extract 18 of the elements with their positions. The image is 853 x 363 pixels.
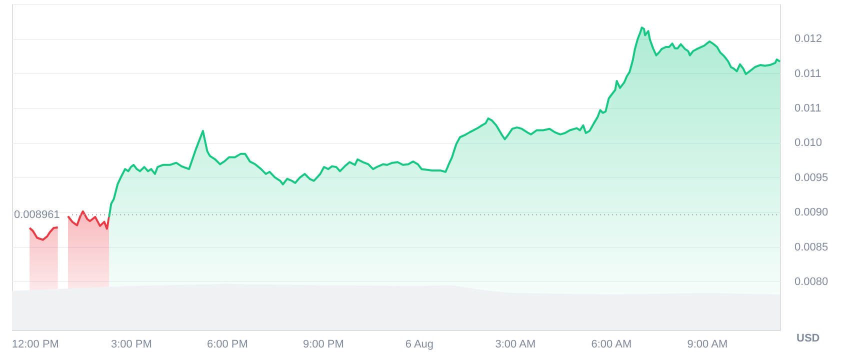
x-tick-label: 6:00 PM	[206, 338, 248, 350]
y-tick-label: 0.010	[794, 137, 822, 150]
y-tick-label: 0.011	[794, 102, 822, 115]
y-tick-label: 0.011	[794, 68, 822, 80]
y-tick-label: 0.0090	[794, 206, 828, 219]
ref-line-label: 0.008961	[14, 208, 60, 221]
x-tick-label: 3:00 PM	[110, 338, 152, 350]
y-tick-label: 0.012	[794, 33, 822, 46]
y-axis-title: USD	[796, 332, 820, 344]
x-tick-label: 9:00 PM	[302, 338, 344, 350]
x-tick-label: 12:00 PM	[12, 338, 59, 350]
x-tick-label: 6:00 AM	[591, 338, 632, 350]
x-tick-label: 3:00 AM	[495, 338, 536, 350]
y-tick-label: 0.0080	[794, 276, 828, 288]
x-tick-label: 6 Aug	[405, 338, 434, 350]
y-tick-label: 0.0085	[794, 241, 828, 254]
y-tick-label: 0.0095	[794, 172, 828, 184]
x-tick-label: 9:00 AM	[687, 338, 728, 350]
